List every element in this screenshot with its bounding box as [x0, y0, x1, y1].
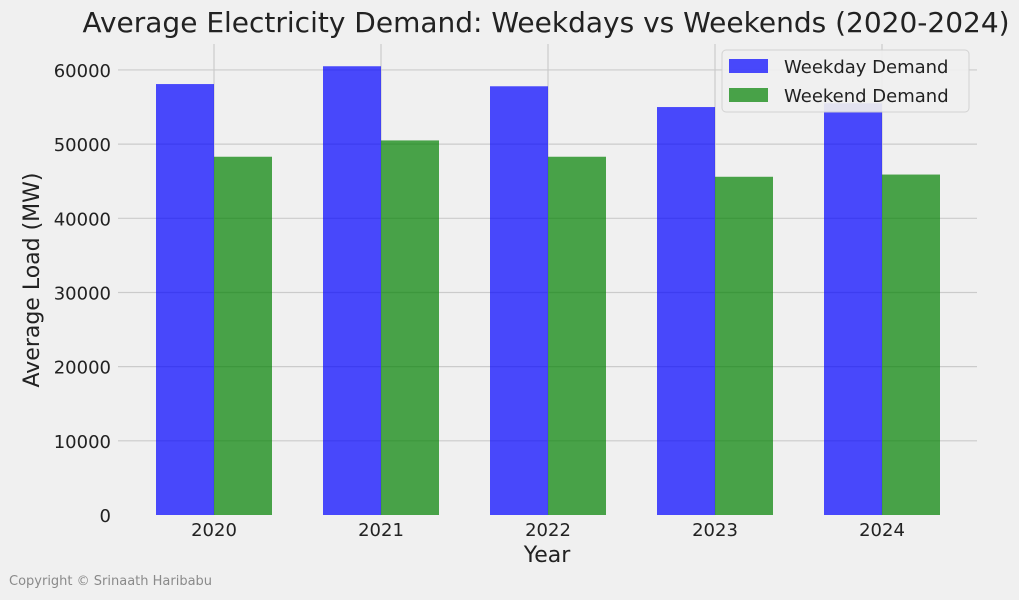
y-tick-labels: 0 10000 20000 30000 40000 50000 60000 [54, 61, 111, 527]
bar-weekday-2020 [156, 84, 214, 516]
y-tick-label: 20000 [54, 358, 111, 379]
copyright-text: Copyright © Srinaath Haribabu [9, 574, 213, 589]
x-tick-label: 2023 [692, 520, 738, 541]
bar-weekday-2024 [824, 103, 882, 515]
y-tick-label: 10000 [54, 432, 111, 453]
bar-weekday-2023 [657, 107, 715, 515]
legend-swatch-weekend [729, 88, 768, 102]
y-tick-label: 50000 [54, 135, 111, 156]
bar-weekday-2021 [323, 66, 381, 516]
legend-box [721, 49, 970, 113]
bar-weekend-2024 [882, 174, 940, 516]
chart-title: Average Electricity Demand: Weekdays vs … [82, 6, 1009, 39]
x-axis-label: Year [523, 543, 572, 568]
y-axis-label: Average Load (MW) [20, 172, 45, 387]
x-tick-label: 2024 [859, 520, 905, 541]
y-tick-label: 30000 [54, 283, 111, 304]
legend-label-weekday: Weekday Demand [784, 57, 948, 78]
bar-weekend-2021 [381, 140, 439, 515]
x-tick-label: 2021 [358, 520, 404, 541]
bar-weekend-2020 [214, 156, 272, 516]
x-tick-label: 2020 [191, 520, 237, 541]
bar-weekday-2022 [490, 86, 548, 515]
y-tick-label: 40000 [54, 209, 111, 230]
y-tick-label: 0 [100, 506, 111, 527]
x-tick-label: 2022 [525, 520, 571, 541]
bar-weekend-2023 [715, 176, 773, 515]
bars [156, 66, 940, 516]
legend: Weekday Demand Weekend Demand [721, 49, 970, 113]
y-tick-label: 60000 [54, 61, 111, 82]
legend-swatch-weekday [729, 59, 768, 73]
x-tick-labels: 2020 2021 2022 2023 2024 [191, 520, 905, 541]
legend-label-weekend: Weekend Demand [784, 86, 949, 107]
bar-weekend-2022 [548, 156, 606, 516]
